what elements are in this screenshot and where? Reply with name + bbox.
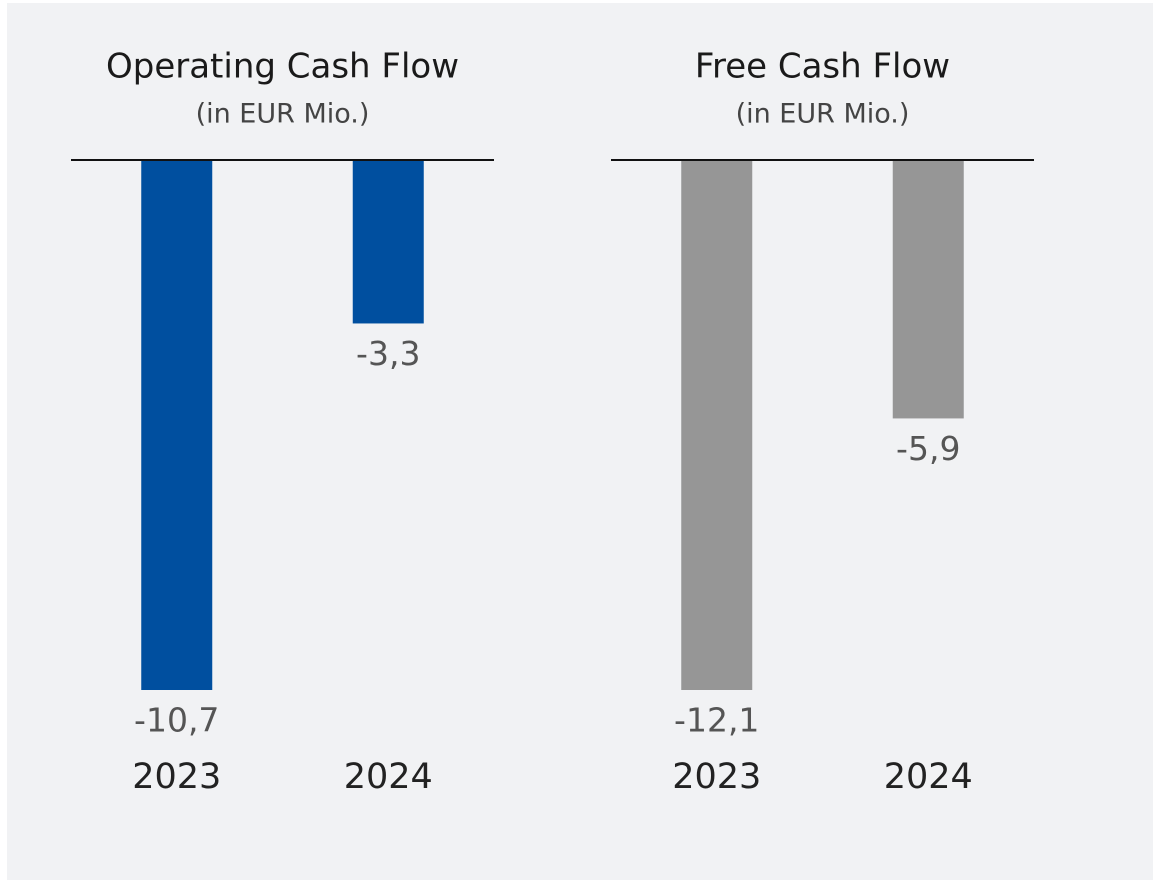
x-tick-label: 2024 <box>344 757 433 797</box>
bar <box>892 160 964 419</box>
bar <box>141 160 213 690</box>
bar <box>681 160 753 690</box>
x-tick-label: 2024 <box>884 757 973 797</box>
chart-title: Free Cash Flow <box>695 47 950 87</box>
value-label: -12,1 <box>674 701 759 740</box>
chart-title: Operating Cash Flow <box>106 47 459 87</box>
chart-subtitle: (in EUR Mio.) <box>196 99 370 130</box>
bar <box>352 160 424 324</box>
value-label: -5,9 <box>896 429 960 468</box>
value-label: -10,7 <box>134 701 219 740</box>
chart-subtitle: (in EUR Mio.) <box>736 99 910 130</box>
x-tick-label: 2023 <box>132 757 221 797</box>
value-label: -3,3 <box>356 334 420 373</box>
x-tick-label: 2023 <box>672 757 761 797</box>
